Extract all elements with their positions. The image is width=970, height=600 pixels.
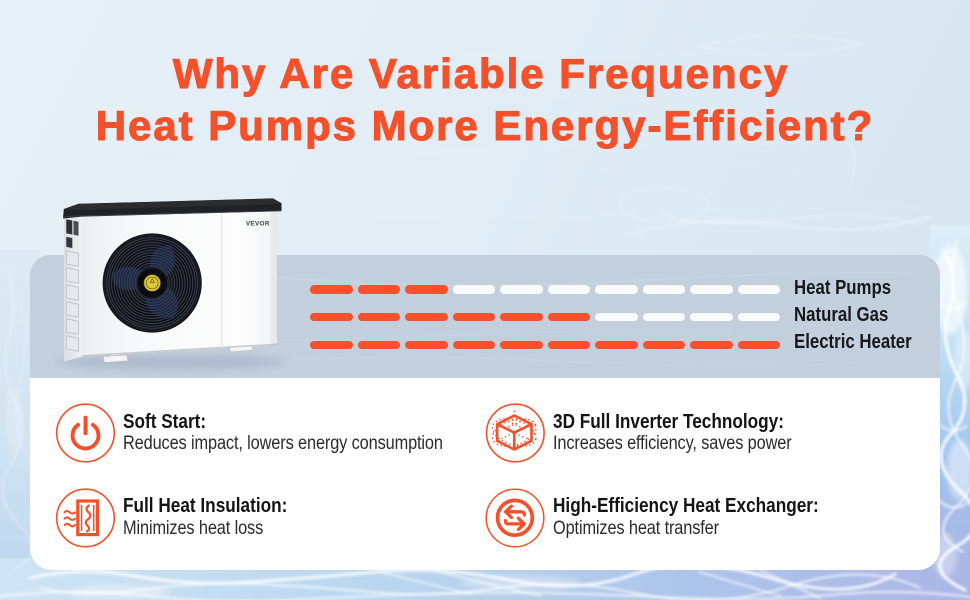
svg-text:VEVOR: VEVOR <box>246 221 270 228</box>
